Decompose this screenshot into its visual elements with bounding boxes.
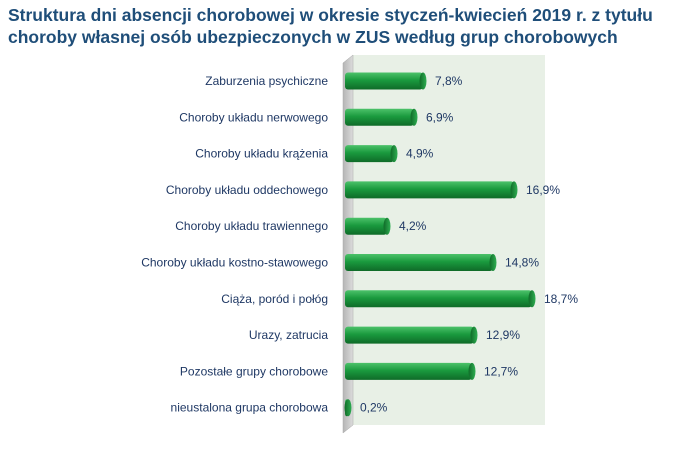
bar-cap xyxy=(489,254,497,271)
bar-cap xyxy=(470,326,478,344)
bar-cap xyxy=(510,181,518,199)
bar xyxy=(345,145,398,163)
bar-body xyxy=(345,145,394,163)
bar-body xyxy=(345,217,387,235)
category-label: Pozostałe grupy chorobowe xyxy=(180,364,328,378)
value-label: 14,8% xyxy=(505,256,539,270)
bar-body xyxy=(345,108,414,126)
value-label: 4,9% xyxy=(406,147,434,161)
category-label: Zaburzenia psychiczne xyxy=(205,74,328,88)
bar-body xyxy=(345,290,532,308)
bar-body xyxy=(345,72,423,90)
bar xyxy=(345,181,518,199)
bar xyxy=(345,72,427,90)
value-label: 0,2% xyxy=(360,401,388,415)
category-label: Choroby układu nerwowego xyxy=(179,110,328,124)
value-label: 4,2% xyxy=(399,219,427,233)
category-label: Choroby układu kostno-stawowego xyxy=(141,256,328,270)
value-label: 12,7% xyxy=(484,364,518,378)
category-label: Urazy, zatrucia xyxy=(249,328,328,342)
bar-body xyxy=(345,254,493,271)
bar-body xyxy=(345,181,514,199)
category-label: Ciąża, poród i połóg xyxy=(221,292,328,306)
labels-group: Zaburzenia psychiczne 7,8% Choroby układu … xyxy=(141,74,578,415)
category-label: Choroby układu krążenia xyxy=(195,147,328,161)
bar-cap xyxy=(390,145,398,163)
category-label: Choroby układu oddechowego xyxy=(166,183,328,197)
value-label: 7,8% xyxy=(435,74,463,88)
bar-cap xyxy=(410,108,418,126)
chart-title: Struktura dni absencji chorobowej w okre… xyxy=(8,4,688,48)
value-label: 16,9% xyxy=(526,183,560,197)
bar xyxy=(345,217,391,235)
bars-group xyxy=(344,72,536,417)
category-label: Choroby układu trawiennego xyxy=(175,219,328,233)
value-label: 12,9% xyxy=(486,328,520,342)
bar xyxy=(344,399,352,417)
chart-title-line-1: Struktura dni absencji chorobowej w okre… xyxy=(8,5,653,25)
bar-cap xyxy=(344,399,352,417)
bar-cap xyxy=(468,362,476,380)
chart-title-line-2: choroby własnej osób ubezpieczonych w ZU… xyxy=(8,27,618,47)
bar-cap xyxy=(419,72,427,90)
bar xyxy=(345,290,536,308)
category-label: nieustalona grupa chorobowa xyxy=(171,401,329,415)
value-label: 6,9% xyxy=(426,110,454,124)
bar-body xyxy=(345,362,472,380)
bar xyxy=(345,108,418,126)
value-label: 18,7% xyxy=(544,292,578,306)
bar-cap xyxy=(528,290,536,308)
bar xyxy=(345,326,478,344)
bar-body xyxy=(345,326,474,344)
bar xyxy=(345,362,476,380)
bar xyxy=(345,254,497,271)
bar-cap xyxy=(383,217,391,235)
